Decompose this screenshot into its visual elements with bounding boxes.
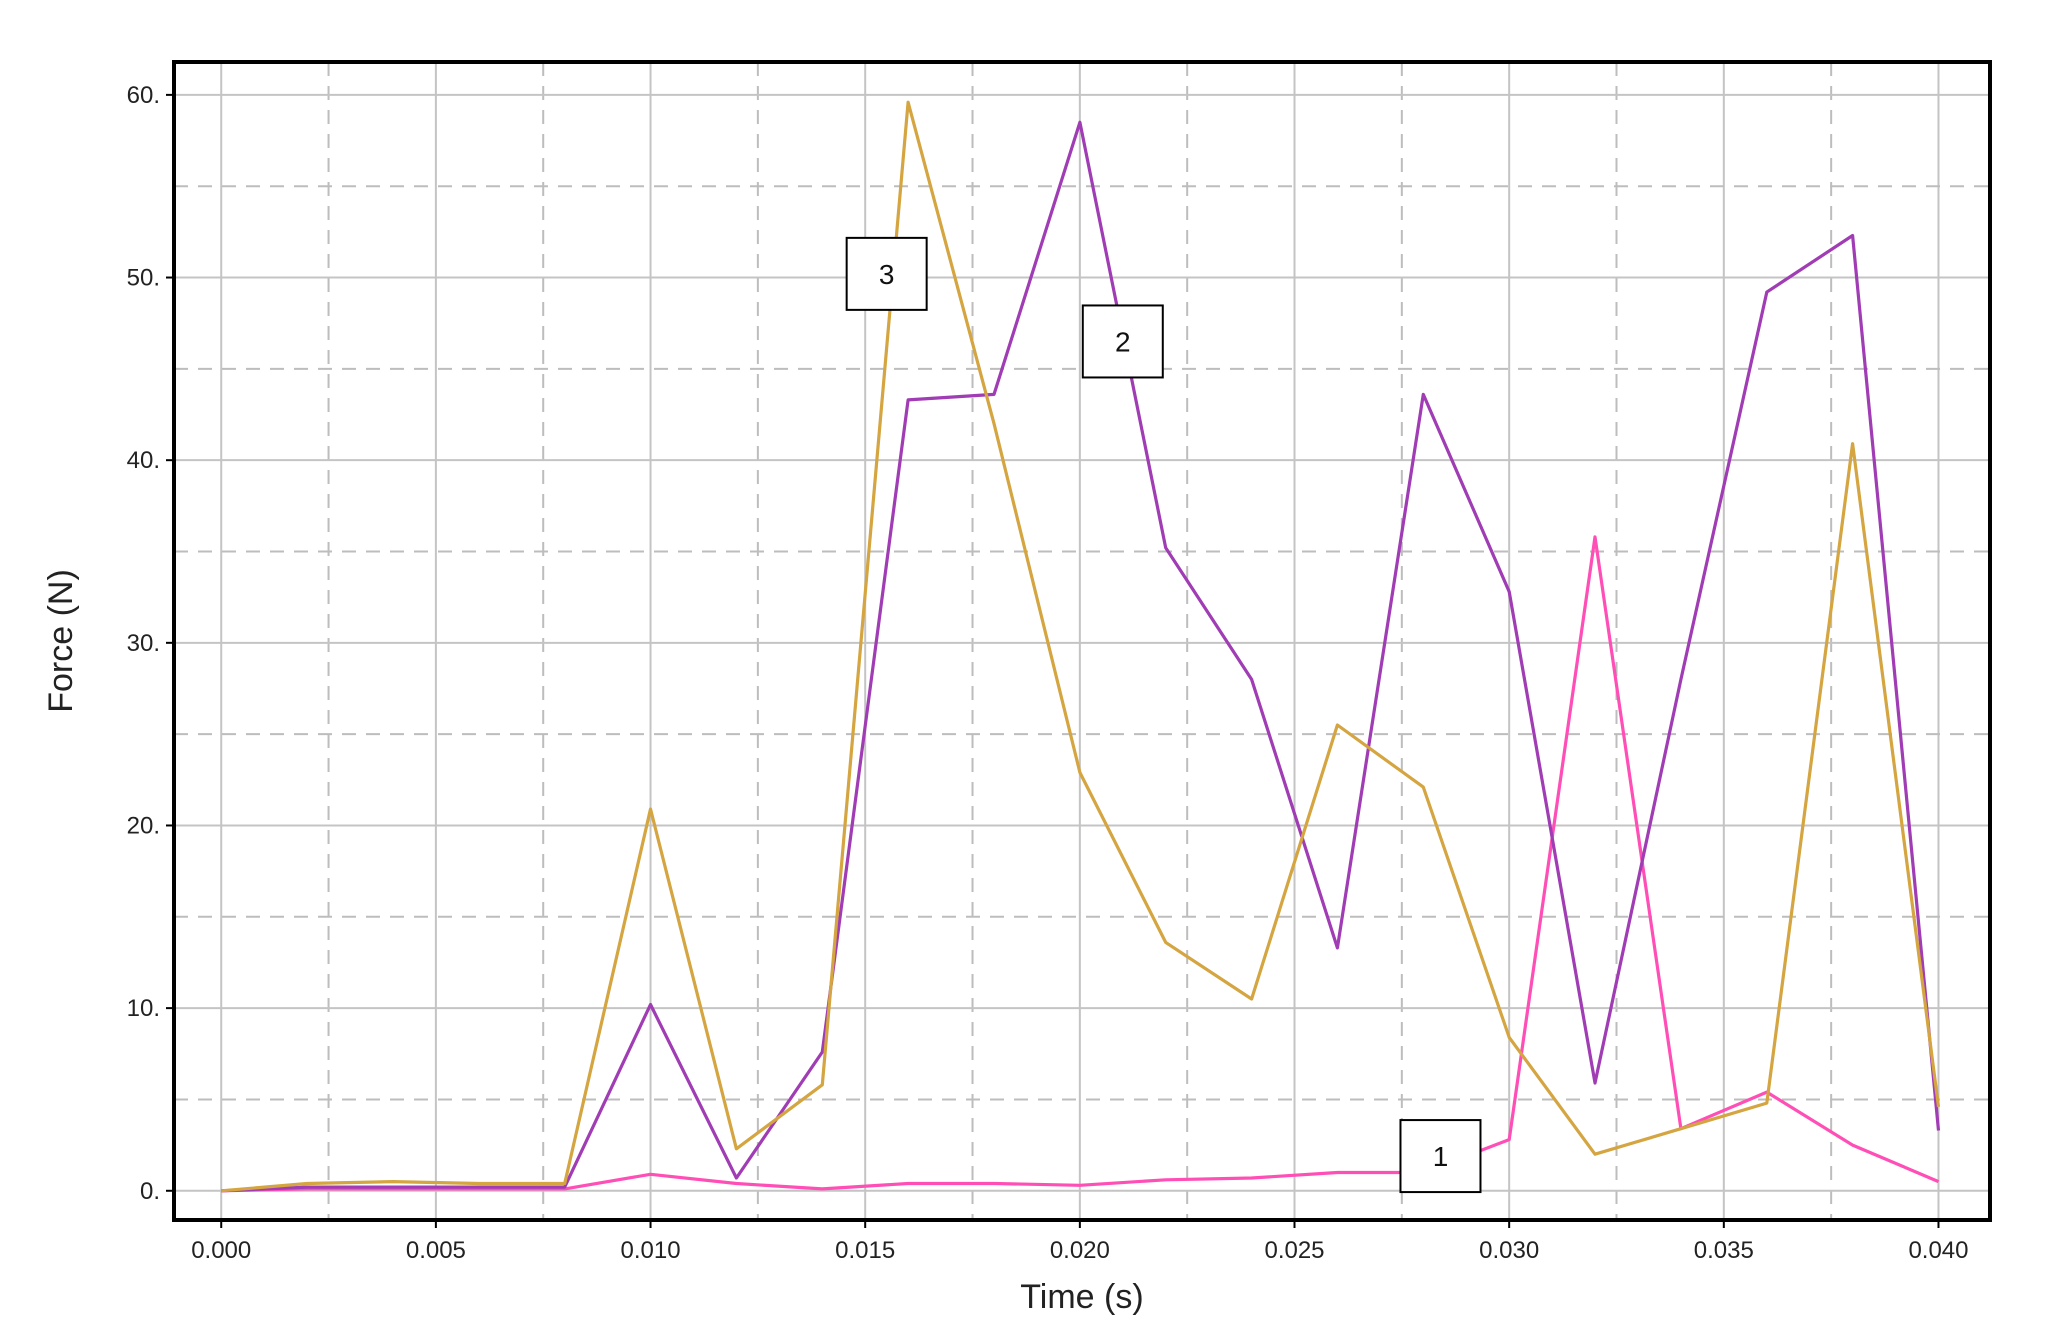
annotation-label-3: 3 bbox=[879, 259, 895, 290]
y-tick-label: 20. bbox=[127, 812, 160, 839]
y-axis-title: Force (N) bbox=[42, 569, 80, 713]
y-tick-label: 60. bbox=[127, 82, 160, 109]
x-tick-label: 0.020 bbox=[1050, 1237, 1110, 1264]
series-lines bbox=[221, 100, 1941, 1193]
x-tick-label: 0.010 bbox=[621, 1237, 681, 1264]
x-tick-label: 0.025 bbox=[1264, 1237, 1324, 1264]
annotation-label-1: 1 bbox=[1433, 1141, 1449, 1172]
y-tick-label: 50. bbox=[127, 265, 160, 292]
x-tick-label: 0.005 bbox=[406, 1237, 466, 1264]
x-tick-label: 0.035 bbox=[1694, 1237, 1754, 1264]
annotation-label-2: 2 bbox=[1115, 326, 1131, 357]
plot-frame bbox=[172, 60, 1992, 1222]
x-tick-label: 0.000 bbox=[191, 1237, 251, 1264]
series-line-3 bbox=[221, 100, 1941, 1193]
x-tick-label: 0.040 bbox=[1908, 1237, 1968, 1264]
annotations: 3 2 1 bbox=[845, 236, 1482, 1194]
x-tick-label: 0.015 bbox=[835, 1237, 895, 1264]
grid bbox=[174, 62, 1990, 1220]
series-line-2 bbox=[221, 120, 1941, 1193]
y-tick-label: 30. bbox=[127, 630, 160, 657]
annotation-box-3 bbox=[845, 236, 928, 311]
y-tick-label: 10. bbox=[127, 995, 160, 1022]
y-tick-label: 0. bbox=[140, 1178, 160, 1205]
y-tick-label: 40. bbox=[127, 447, 160, 474]
x-tick-label: 0.030 bbox=[1479, 1237, 1539, 1264]
annotation-box-1 bbox=[1399, 1119, 1482, 1194]
annotation-box-2 bbox=[1081, 304, 1164, 379]
series-line-1 bbox=[221, 535, 1940, 1193]
x-axis-title: Time (s) bbox=[1020, 1278, 1143, 1316]
axis-ticks: 0.000 0.005 0.010 0.015 0.020 0.025 0.030 0.035… bbox=[127, 82, 1969, 1264]
